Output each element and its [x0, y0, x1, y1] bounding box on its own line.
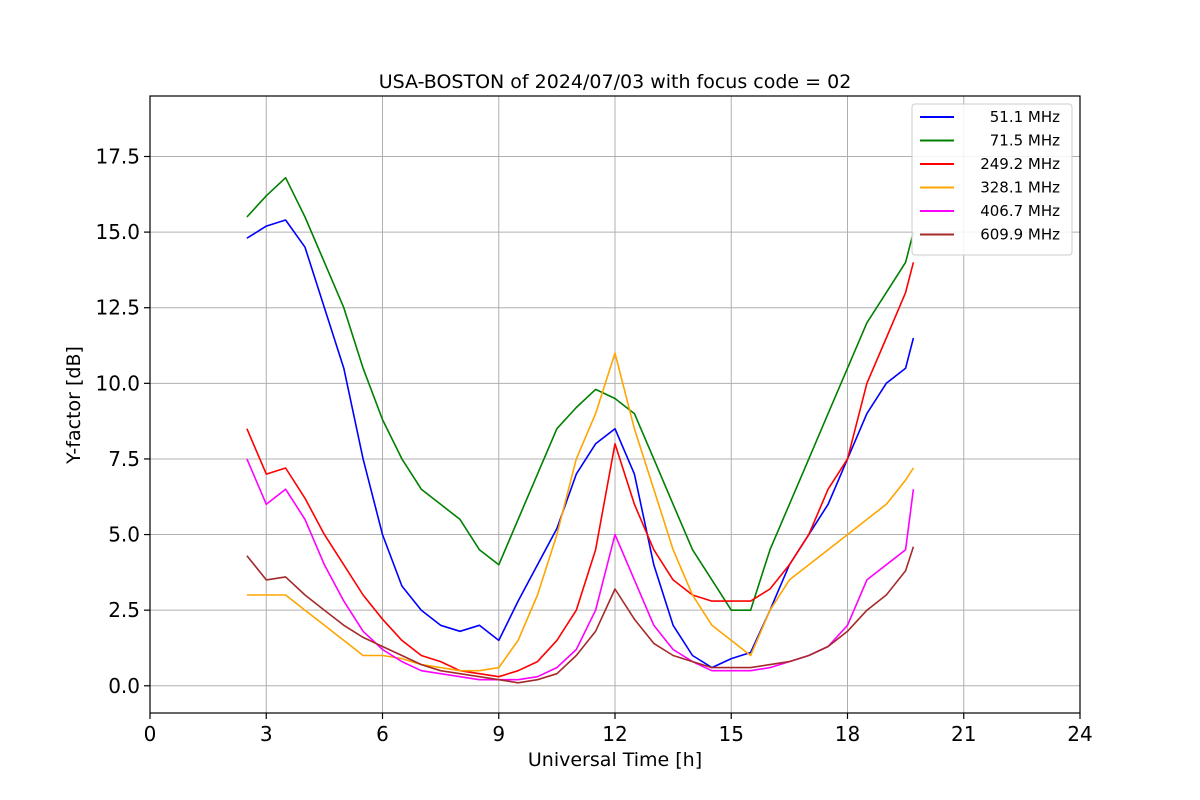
y-axis-label: Y-factor [dB] — [63, 346, 85, 465]
series-line-5 — [246, 546, 915, 684]
legend-label: 406.7 MHz — [980, 202, 1060, 220]
series-line-0 — [246, 219, 915, 669]
x-tick-label: 18 — [835, 722, 860, 746]
legend: 51.1 MHz 71.5 MHz 249.2 MHz 328.1 MHz 406.7 … — [911, 103, 1073, 256]
legend-label: 249.2 MHz — [980, 155, 1060, 173]
x-tick-label: 24 — [1067, 722, 1092, 746]
y-tick-label: 10.0 — [95, 371, 140, 395]
series-line-3 — [246, 352, 915, 672]
series-lines — [246, 176, 915, 684]
legend-label: 328.1 MHz — [980, 179, 1060, 197]
x-tick-label: 6 — [376, 722, 389, 746]
legend-label: 609.9 MHz — [980, 226, 1060, 244]
legend-box — [911, 103, 1073, 256]
y-tick-label: 17.5 — [95, 144, 140, 168]
plot-frame — [149, 95, 1081, 714]
x-tick-label: 0 — [144, 722, 157, 746]
series-line-2 — [246, 262, 915, 678]
series-line-1 — [246, 176, 915, 612]
legend-label: 51.1 MHz — [990, 108, 1060, 126]
x-tick-label: 3 — [260, 722, 273, 746]
y-tick-label: 7.5 — [108, 447, 140, 471]
tick-labels: 0 3 6 9 12 15 18 21 24 0.0 2.5 5.0 7.5 10.0 12.5 15.0 17… — [95, 144, 1092, 746]
x-tick-label: 9 — [492, 722, 505, 746]
chart-title: USA-BOSTON of 2024/07/03 with focus code… — [379, 71, 852, 93]
y-tick-label: 12.5 — [95, 296, 140, 320]
x-tick-label: 12 — [602, 722, 627, 746]
x-tick-label: 21 — [951, 722, 976, 746]
y-tick-label: 2.5 — [108, 598, 140, 622]
y-tick-label: 15.0 — [95, 220, 140, 244]
axes — [144, 95, 1081, 719]
x-axis-label: Universal Time [h] — [528, 749, 702, 771]
y-tick-label: 0.0 — [108, 674, 140, 698]
x-tick-label: 15 — [719, 722, 744, 746]
y-tick-label: 5.0 — [108, 523, 140, 547]
legend-label: 71.5 MHz — [990, 132, 1060, 150]
